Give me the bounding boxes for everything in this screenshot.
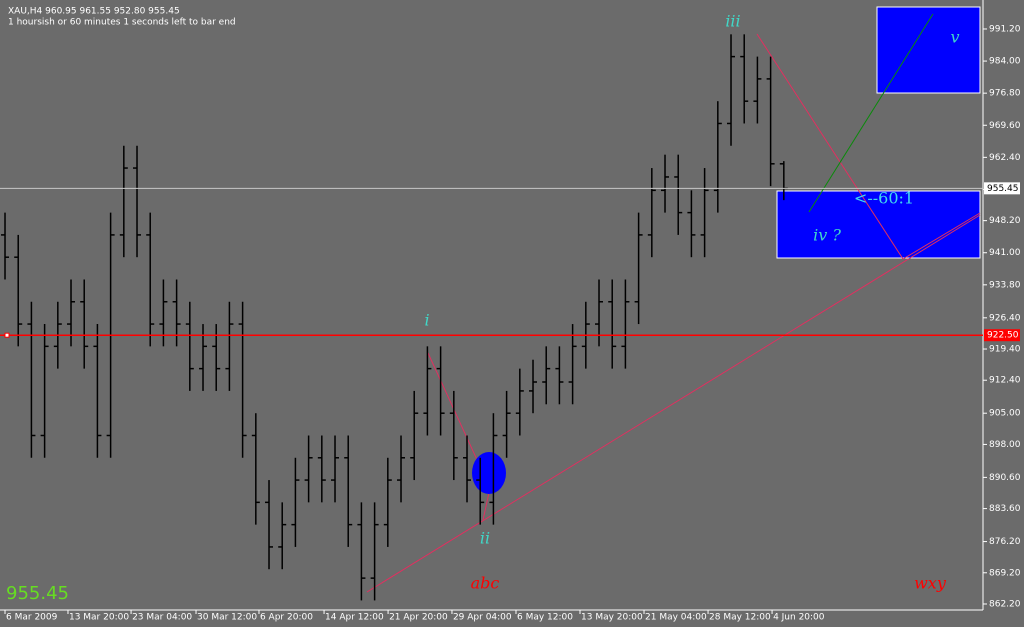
wave-line bbox=[756, 33, 981, 260]
y-tick-label: 969.60 bbox=[989, 121, 1021, 131]
x-tick-label: 23 Mar 04:00 bbox=[132, 613, 192, 623]
y-tick-label: 926.40 bbox=[989, 313, 1021, 323]
hline-label-box bbox=[984, 329, 1020, 342]
projection-line bbox=[808, 13, 934, 213]
x-tick-label: 14 Apr 12:00 bbox=[325, 613, 384, 623]
zone-box bbox=[876, 6, 981, 94]
y-tick-label: 919.40 bbox=[989, 345, 1021, 355]
x-tick-label: 28 May 12:00 bbox=[709, 613, 771, 623]
y-tick-label: 962.40 bbox=[989, 153, 1021, 163]
x-tick-label: 6 Apr 20:00 bbox=[260, 613, 313, 623]
wave-label: wxy bbox=[914, 574, 947, 593]
y-tick-label: 948.20 bbox=[989, 216, 1021, 226]
hline-label: 922.50 bbox=[987, 331, 1019, 341]
wave-label: ii bbox=[480, 529, 490, 548]
x-tick-label: 21 May 04:00 bbox=[645, 613, 707, 623]
y-tick-label: 941.00 bbox=[989, 248, 1021, 258]
y-tick-label: 890.60 bbox=[989, 473, 1021, 483]
y-tick-label: 905.00 bbox=[989, 409, 1021, 419]
wave-label: abc bbox=[471, 574, 500, 593]
chart-title: XAU,H4 960.95 961.55 952.80 955.45 bbox=[8, 7, 180, 17]
trend-line bbox=[366, 214, 981, 593]
chart-subtitle: 1 hoursish or 60 minutes 1 seconds left … bbox=[8, 18, 236, 28]
x-tick-label: 13 May 20:00 bbox=[581, 613, 643, 623]
x-tick-label: 29 Apr 04:00 bbox=[453, 613, 512, 623]
y-tick-label: 876.20 bbox=[989, 537, 1021, 547]
zone-box bbox=[776, 190, 981, 259]
last-price-box bbox=[984, 182, 1020, 195]
last-price-big: 955.45 bbox=[6, 583, 69, 604]
ratio-label: <--60:1 bbox=[854, 189, 914, 208]
trend-lines bbox=[366, 13, 981, 593]
wave-label: iv ? bbox=[813, 226, 841, 245]
y-tick-label: 984.00 bbox=[989, 57, 1021, 67]
wave-label: i bbox=[424, 311, 429, 330]
y-tick-label: 898.00 bbox=[989, 440, 1021, 450]
y-tick-label: 862.20 bbox=[989, 599, 1021, 609]
last-price-label: 955.45 bbox=[987, 184, 1019, 194]
x-tick-label: 4 Jun 20:00 bbox=[773, 613, 825, 623]
y-tick-label: 933.80 bbox=[989, 280, 1021, 290]
x-tick-label: 13 Mar 20:00 bbox=[69, 613, 129, 623]
y-tick-label: 869.20 bbox=[989, 568, 1021, 578]
wave-label: v bbox=[950, 28, 959, 47]
highlight-ellipse bbox=[472, 452, 506, 494]
y-tick-label: 991.20 bbox=[989, 24, 1021, 34]
x-tick-label: 30 Mar 12:00 bbox=[197, 613, 257, 623]
y-tick-label: 976.80 bbox=[989, 89, 1021, 99]
x-tick-label: 6 May 12:00 bbox=[517, 613, 573, 623]
y-tick-label: 912.40 bbox=[989, 376, 1021, 386]
y-tick-label: 883.60 bbox=[989, 504, 1021, 514]
wave-label: iii bbox=[725, 12, 740, 31]
hline-marker bbox=[4, 332, 10, 338]
x-tick-label: 6 Mar 2009 bbox=[6, 613, 58, 623]
x-tick-label: 21 Apr 20:00 bbox=[389, 613, 448, 623]
